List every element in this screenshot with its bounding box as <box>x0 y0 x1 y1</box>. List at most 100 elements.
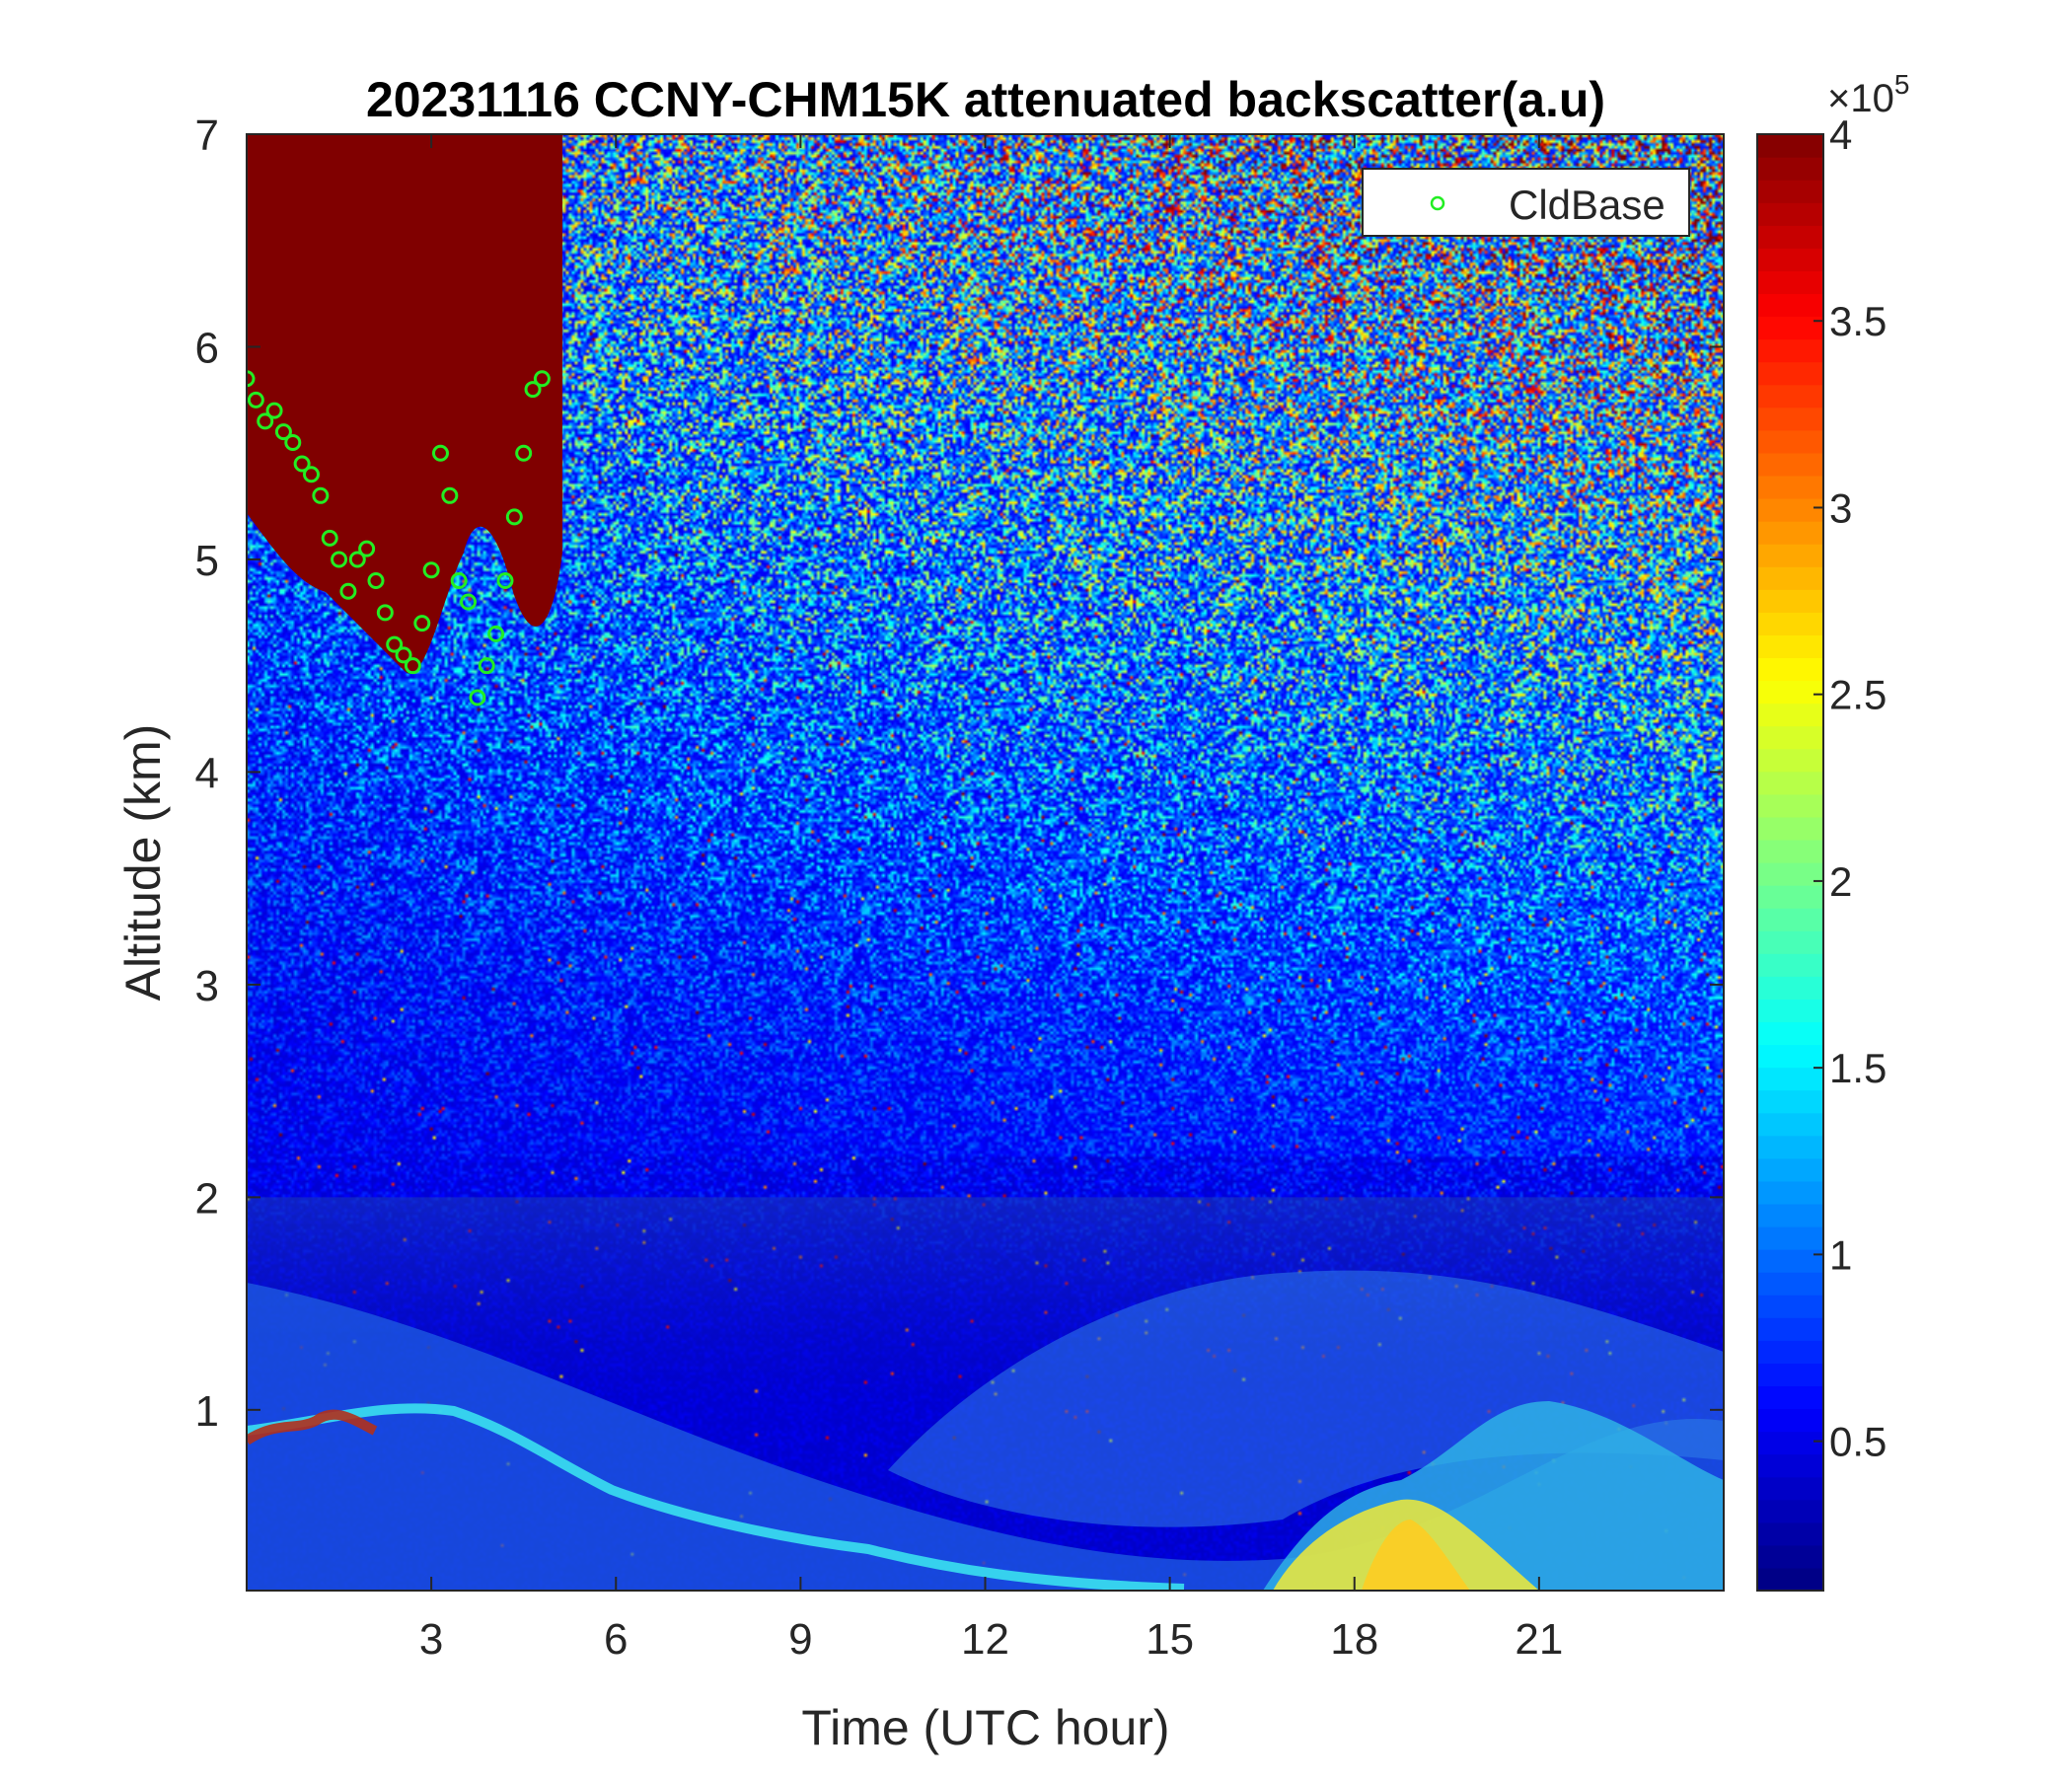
cldbase-point <box>515 444 533 462</box>
colorbar-band <box>1757 657 1823 682</box>
cldbase-point <box>284 433 302 451</box>
colorbar-band <box>1757 1226 1823 1250</box>
cldbase-point <box>422 561 440 579</box>
y-tick-label: 6 <box>195 324 219 372</box>
colorbar-frame <box>1756 133 1824 1592</box>
cldbase-point <box>431 444 449 462</box>
colorbar-band <box>1757 725 1823 750</box>
colorbar-band <box>1757 316 1823 340</box>
cldbase-point <box>496 571 514 589</box>
cldbase-series <box>247 370 551 706</box>
colorbar-band <box>1757 771 1823 795</box>
colorbar-band <box>1757 157 1823 181</box>
colorbar-band <box>1757 1089 1823 1114</box>
colorbar-band <box>1757 839 1823 863</box>
cldbase-point <box>460 593 478 611</box>
legend: CldBase <box>1362 168 1690 237</box>
colorbar-band <box>1757 1044 1823 1069</box>
cldbase-point <box>478 657 495 675</box>
colorbar-band <box>1757 1453 1823 1478</box>
colorbar-band <box>1757 1567 1823 1592</box>
colorbar-band <box>1757 816 1823 841</box>
colorbar-band <box>1757 521 1823 545</box>
cldbase-point <box>469 689 486 706</box>
x-tick-label: 6 <box>604 1615 628 1664</box>
cldbase-point <box>358 540 376 557</box>
colorbar-band <box>1757 1363 1823 1387</box>
colorbar-band <box>1757 566 1823 590</box>
colorbar-band <box>1757 248 1823 271</box>
colorbar-band <box>1757 1295 1823 1318</box>
colorbar-band <box>1757 908 1823 931</box>
x-tick-label: 18 <box>1330 1615 1378 1664</box>
colorbar-tick-label: 2 <box>1829 858 1852 905</box>
cldbase-point <box>302 466 320 483</box>
colorbar-band <box>1757 1476 1823 1501</box>
colorbar-band <box>1757 361 1823 386</box>
colorbar-band <box>1757 1135 1823 1159</box>
colorbar-band <box>1757 498 1823 522</box>
colorbar-band <box>1757 793 1823 818</box>
cldbase-point <box>321 529 338 547</box>
colorbar-band <box>1757 1272 1823 1296</box>
colorbar-band <box>1757 384 1823 408</box>
colorbar-band <box>1757 270 1823 295</box>
colorbar-band <box>1757 1521 1823 1546</box>
cldbase-point <box>247 370 256 388</box>
cldbase-point <box>413 615 431 632</box>
y-tick-label: 2 <box>195 1174 219 1223</box>
x-tick-label: 3 <box>419 1615 443 1664</box>
cldbase-point <box>293 455 311 473</box>
colorbar-band <box>1757 293 1823 318</box>
colorbar-band <box>1757 202 1823 226</box>
colorbar-band <box>1757 338 1823 363</box>
x-axis: 3 6 9 12 15 18 21 <box>419 134 1563 1664</box>
colorbar-tick-label: 4 <box>1829 111 1852 158</box>
cldbase-point <box>312 486 330 504</box>
cldbase-point <box>376 604 394 622</box>
colorbar-band <box>1757 1112 1823 1137</box>
colorbar-exponent-base: ×10 <box>1827 77 1894 120</box>
colorbar-band <box>1757 1180 1823 1205</box>
colorbar-band <box>1757 748 1823 773</box>
colorbar-band <box>1757 953 1823 977</box>
legend-label-cldbase: CldBase <box>1509 182 1665 228</box>
colorbar-exponent-power: 5 <box>1894 69 1910 100</box>
colorbar-band <box>1757 1544 1823 1569</box>
cldbase-point <box>450 571 468 589</box>
cldbase-point <box>274 423 292 441</box>
cldbase-point <box>505 508 523 526</box>
y-tick-label: 4 <box>195 749 219 797</box>
colorbar-band <box>1757 544 1823 567</box>
colorbar-band <box>1757 225 1823 249</box>
cldbase-point <box>348 551 366 568</box>
colorbar-tick-label: 0.5 <box>1829 1419 1887 1465</box>
cldbase-point <box>524 381 542 399</box>
cldbase-point <box>395 646 412 664</box>
colorbar-band <box>1757 1385 1823 1410</box>
colorbar-band <box>1757 703 1823 727</box>
colorbar-band <box>1757 452 1823 477</box>
colorbar-tick-label: 3.5 <box>1829 298 1887 344</box>
x-axis-label: Time (UTC hour) <box>801 1700 1169 1755</box>
cldbase-point <box>386 635 404 653</box>
cldbase-point <box>247 391 264 408</box>
colorbar-band <box>1757 1408 1823 1433</box>
legend-marker-cldbase <box>1430 195 1445 211</box>
cldbase-point <box>441 486 459 504</box>
colorbar-band <box>1757 134 1823 158</box>
colorbar-tick-label: 1 <box>1829 1231 1852 1278</box>
colorbar-band <box>1757 589 1823 613</box>
y-axis: 1 2 3 4 5 6 7 <box>195 111 1724 1436</box>
colorbar-band <box>1757 999 1823 1023</box>
colorbar-band <box>1757 680 1823 705</box>
colorbar-band <box>1757 885 1823 909</box>
colorbar-band <box>1757 1249 1823 1273</box>
colorbar-band <box>1757 407 1823 431</box>
colorbar-band <box>1757 1317 1823 1341</box>
cldbase-point <box>265 402 283 419</box>
y-tick-label: 1 <box>195 1387 219 1436</box>
cldbase-point <box>257 412 274 430</box>
colorbar-tick-label: 2.5 <box>1829 672 1887 718</box>
